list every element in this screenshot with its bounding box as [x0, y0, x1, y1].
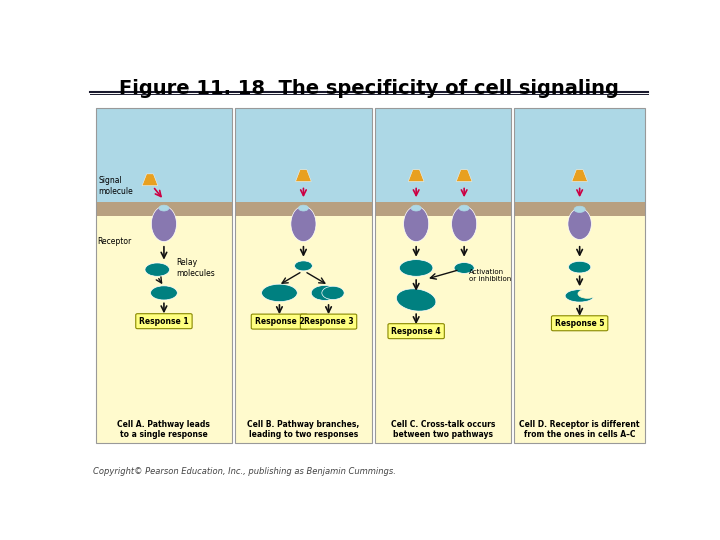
Ellipse shape: [397, 289, 436, 311]
Text: Response 4: Response 4: [392, 327, 441, 336]
FancyBboxPatch shape: [388, 323, 444, 339]
Ellipse shape: [150, 286, 177, 300]
Ellipse shape: [261, 284, 297, 302]
Text: Cell C. Cross-talk occurs
between two pathways: Cell C. Cross-talk occurs between two pa…: [391, 420, 495, 440]
Ellipse shape: [574, 206, 585, 212]
Bar: [235, 215, 372, 443]
Ellipse shape: [451, 206, 477, 241]
Ellipse shape: [159, 205, 169, 211]
Ellipse shape: [151, 206, 176, 241]
Bar: [235, 109, 372, 202]
Text: Signal
molecule: Signal molecule: [99, 177, 133, 196]
Ellipse shape: [400, 260, 433, 276]
Bar: [235, 202, 372, 215]
Ellipse shape: [298, 205, 308, 211]
Ellipse shape: [565, 289, 594, 302]
Text: Copyright© Pearson Education, Inc., publishing as Benjamin Cummings.: Copyright© Pearson Education, Inc., publ…: [93, 467, 396, 476]
Text: Response 2: Response 2: [255, 317, 305, 326]
FancyBboxPatch shape: [552, 316, 608, 330]
Text: Activation
or inhibition: Activation or inhibition: [469, 268, 511, 281]
Ellipse shape: [568, 208, 591, 239]
Bar: [374, 215, 511, 443]
Bar: [96, 202, 233, 215]
Bar: [514, 109, 645, 202]
Ellipse shape: [578, 289, 597, 298]
Text: Figure 11. 18  The specificity of cell signaling: Figure 11. 18 The specificity of cell si…: [119, 79, 619, 98]
Text: Cell B. Pathway branches,
leading to two responses: Cell B. Pathway branches, leading to two…: [247, 420, 359, 440]
Ellipse shape: [322, 286, 344, 300]
Text: Cell A. Pathway leads
to a single response: Cell A. Pathway leads to a single respon…: [117, 420, 210, 440]
Ellipse shape: [454, 262, 474, 273]
FancyBboxPatch shape: [300, 314, 356, 329]
Bar: [374, 202, 511, 215]
Ellipse shape: [294, 261, 312, 271]
Polygon shape: [572, 170, 588, 181]
Bar: [96, 109, 233, 443]
Bar: [96, 109, 233, 202]
Polygon shape: [142, 174, 158, 186]
Polygon shape: [296, 170, 311, 181]
FancyBboxPatch shape: [136, 314, 192, 329]
Text: Response 5: Response 5: [555, 319, 604, 328]
Ellipse shape: [569, 261, 591, 273]
Ellipse shape: [459, 205, 469, 211]
Ellipse shape: [291, 206, 316, 241]
Bar: [235, 109, 372, 443]
Polygon shape: [408, 170, 424, 181]
Polygon shape: [456, 170, 472, 181]
Text: Relay
molecules: Relay molecules: [176, 258, 215, 278]
FancyBboxPatch shape: [251, 314, 307, 329]
Text: Cell D. Receptor is different
from the ones in cells A–C: Cell D. Receptor is different from the o…: [519, 420, 640, 440]
Bar: [374, 109, 511, 202]
Bar: [96, 215, 233, 443]
Ellipse shape: [404, 206, 428, 241]
Ellipse shape: [145, 263, 169, 276]
Ellipse shape: [411, 205, 421, 211]
Text: Receptor: Receptor: [97, 237, 132, 246]
Bar: [514, 215, 645, 443]
Bar: [514, 202, 645, 215]
Bar: [514, 109, 645, 443]
Text: Response 1: Response 1: [139, 316, 189, 326]
Bar: [374, 109, 511, 443]
Text: Response 3: Response 3: [304, 317, 354, 326]
Ellipse shape: [311, 286, 338, 300]
